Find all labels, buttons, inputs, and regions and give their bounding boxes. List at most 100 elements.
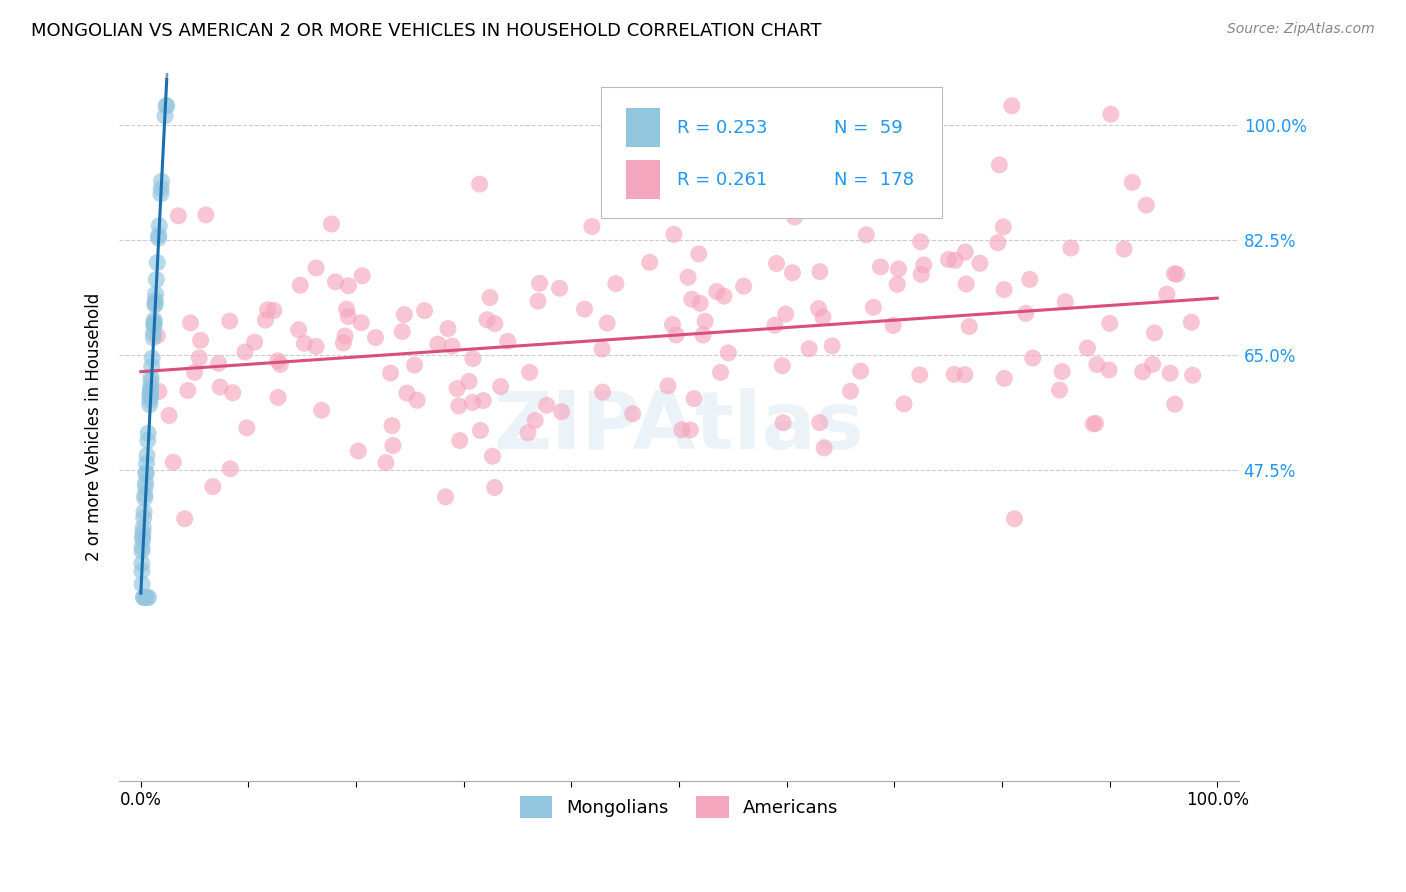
Point [993,283,1015,297]
Point [676,270,699,285]
Point [692,328,714,343]
Point [446,382,468,396]
Point [190,334,212,348]
Point [305,339,328,353]
Point [138,591,160,605]
Point [1132,365,1154,379]
Point [426,337,449,351]
Point [713,289,735,303]
Point [1163,267,1185,281]
Point [139,380,162,394]
Point [461,351,484,366]
Point [394,308,416,322]
Point [177,384,200,398]
Point [813,441,835,455]
Point [1098,363,1121,377]
Point [478,291,501,305]
Point [706,285,728,299]
Point [1081,417,1104,431]
Point [807,301,830,316]
Point [1156,287,1178,301]
Point [657,379,679,393]
Point [484,481,506,495]
Point [155,99,177,113]
Point [516,425,538,440]
Point [524,413,547,427]
Point [475,313,498,327]
Point [143,296,166,310]
Point [808,265,831,279]
Point [143,298,166,312]
Point [882,318,904,333]
Point [527,294,550,309]
Point [194,208,217,222]
Point [131,544,153,558]
Point [391,325,413,339]
Point [142,331,165,345]
Point [855,227,877,242]
Point [1159,366,1181,380]
Point [290,278,312,293]
Point [132,511,155,525]
Point [134,488,156,502]
Point [131,530,153,544]
Point [254,313,277,327]
Point [188,351,211,365]
Point [131,541,153,555]
Point [207,356,229,370]
Point [468,177,491,191]
Point [136,449,159,463]
Point [449,434,471,448]
Point [219,462,242,476]
Point [1164,397,1187,411]
Point [993,371,1015,385]
Point [201,480,224,494]
Point [148,384,170,399]
Point [149,186,172,201]
Point [662,227,685,242]
Point [1018,272,1040,286]
Point [574,302,596,317]
Point [969,256,991,270]
Point [135,457,157,471]
Point [782,266,804,280]
Point [458,374,481,388]
Point [489,379,512,393]
Point [671,423,693,437]
Point [374,456,396,470]
Point [943,253,966,268]
Text: N =  178: N = 178 [834,171,914,189]
Point [243,335,266,350]
Point [688,247,710,261]
Point [332,336,354,351]
Point [150,174,173,188]
Point [886,277,908,292]
Point [139,390,162,404]
Point [596,316,619,330]
Point [135,475,157,490]
Point [1060,241,1083,255]
Point [406,393,429,408]
Point [441,339,464,353]
Point [472,393,495,408]
Point [381,438,404,452]
Point [305,260,328,275]
Point [142,318,165,332]
Point [413,303,436,318]
Point [352,268,374,283]
Point [167,209,190,223]
Point [957,319,980,334]
Point [938,252,960,267]
Point [1166,268,1188,282]
Point [605,277,627,291]
Point [681,292,703,306]
Point [447,399,470,413]
Point [146,255,169,269]
Point [1054,294,1077,309]
Point [311,403,333,417]
Point [481,449,503,463]
Point [337,310,360,324]
Point [536,398,558,412]
Point [638,255,661,269]
Text: ZIPAtlas: ZIPAtlas [494,388,865,466]
